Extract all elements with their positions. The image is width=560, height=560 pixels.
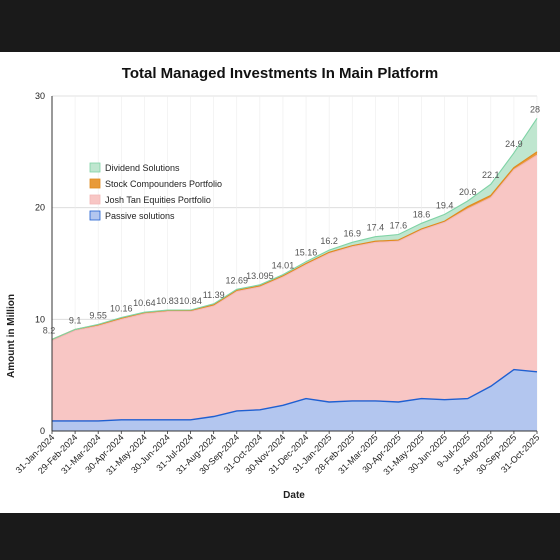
legend-entry: Josh Tan Equities Portfolio — [105, 195, 211, 205]
legend-swatch — [89, 210, 101, 221]
axes — [51, 96, 537, 432]
legend-swatch — [89, 178, 101, 189]
total-data-label: 16.2 — [320, 236, 338, 246]
total-data-label: 17.4 — [367, 223, 385, 233]
total-data-label: 28 — [530, 104, 540, 114]
legend-swatch — [89, 162, 101, 173]
y-tick-label: 30 — [35, 91, 45, 101]
y-tick-label: 10 — [35, 314, 45, 324]
total-data-label: 9.55 — [89, 310, 107, 320]
x-axis-title: Date — [283, 490, 305, 501]
bottom-letterbox — [0, 513, 560, 560]
total-data-label: 12.69 — [225, 275, 248, 285]
chart-svg: Total Managed Investments In Main Platfo… — [6, 65, 541, 501]
total-data-label: 10.16 — [110, 304, 133, 314]
line-josh-tan-equities-portfolio — [51, 154, 538, 342]
y-tick-label: 20 — [35, 203, 45, 213]
total-data-label: 24.9 — [505, 139, 523, 149]
legend-entry: Passive solutions — [105, 211, 175, 221]
total-data-label: 11.39 — [203, 290, 225, 300]
total-data-label: 9.1 — [69, 315, 82, 325]
legend-entry: Stock Compounders Portfolio — [105, 179, 222, 189]
chart-panel: Total Managed Investments In Main Platfo… — [0, 52, 560, 513]
total-data-label: 14.01 — [272, 261, 295, 271]
line-passive-solutions — [52, 368, 538, 422]
chart-title: Total Managed Investments In Main Platfo… — [122, 65, 438, 82]
total-data-label: 13.095 — [246, 271, 274, 281]
x-tick-labels: 31-Jan-202429-Feb-202431-Mar-202430-Apr-… — [14, 431, 541, 477]
legend: Dividend Solutions Stock Compounders Port… — [89, 162, 222, 221]
legend-entry: Dividend Solutions — [105, 163, 180, 173]
total-data-label: 20.6 — [459, 187, 477, 197]
total-data-label: 16.9 — [343, 228, 361, 238]
y-axis-title: Amount in Million — [6, 294, 17, 378]
total-data-label: 15.16 — [295, 248, 318, 258]
total-data-label: 19.4 — [436, 200, 454, 210]
area-josh-tan-equities-portfolio — [52, 155, 537, 421]
area-passive-solutions — [52, 369, 537, 431]
series-areas — [52, 118, 537, 431]
line-dividend-solutions — [51, 117, 538, 340]
legend-swatch — [89, 194, 101, 205]
total-data-label: 17.6 — [390, 220, 408, 230]
total-data-label: 18.6 — [413, 209, 431, 219]
top-letterbox — [0, 0, 560, 52]
series-lines — [51, 117, 538, 422]
total-data-label: 8.2 — [43, 325, 56, 335]
total-data-label: 10.83 — [156, 296, 179, 306]
total-data-label: 10.64 — [133, 298, 156, 308]
total-data-label: 10.84 — [179, 296, 202, 306]
y-tick-labels: 0 10 20 30 — [35, 91, 45, 436]
total-data-label: 22.1 — [482, 170, 500, 180]
y-tick-label: 0 — [40, 426, 45, 436]
